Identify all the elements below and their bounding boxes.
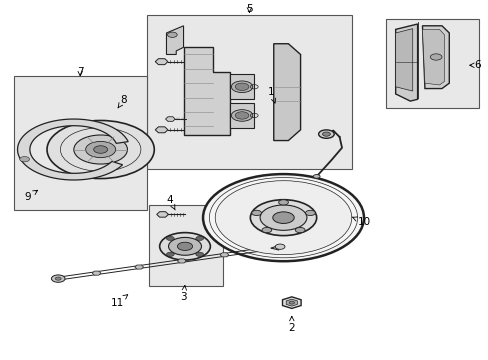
- Ellipse shape: [275, 244, 285, 249]
- Polygon shape: [395, 24, 417, 101]
- Ellipse shape: [177, 242, 192, 251]
- Ellipse shape: [313, 175, 320, 178]
- Polygon shape: [422, 26, 448, 89]
- Text: 5: 5: [245, 4, 252, 14]
- Polygon shape: [395, 29, 412, 91]
- Ellipse shape: [159, 233, 210, 260]
- Ellipse shape: [251, 210, 261, 216]
- Text: 11: 11: [111, 294, 127, 308]
- Polygon shape: [18, 119, 128, 180]
- Polygon shape: [165, 117, 175, 121]
- Ellipse shape: [167, 32, 177, 37]
- Ellipse shape: [260, 205, 306, 230]
- Ellipse shape: [215, 181, 351, 255]
- Ellipse shape: [429, 54, 441, 60]
- Polygon shape: [220, 253, 228, 257]
- Polygon shape: [135, 265, 143, 269]
- Polygon shape: [92, 271, 101, 275]
- Ellipse shape: [55, 277, 61, 280]
- Text: 8: 8: [118, 95, 126, 108]
- Polygon shape: [273, 44, 300, 140]
- Text: 6: 6: [469, 60, 480, 70]
- Ellipse shape: [166, 252, 174, 256]
- Polygon shape: [177, 259, 186, 263]
- Ellipse shape: [74, 135, 127, 164]
- Ellipse shape: [262, 228, 271, 233]
- Text: 7: 7: [77, 67, 83, 77]
- Bar: [147, 15, 351, 169]
- Ellipse shape: [51, 275, 65, 282]
- Ellipse shape: [250, 200, 316, 235]
- Polygon shape: [155, 127, 167, 133]
- Ellipse shape: [203, 174, 363, 261]
- Bar: [385, 19, 478, 108]
- Ellipse shape: [94, 146, 107, 153]
- Ellipse shape: [272, 212, 294, 224]
- Text: 4: 4: [166, 195, 175, 210]
- Ellipse shape: [195, 236, 203, 240]
- Ellipse shape: [166, 236, 174, 240]
- Polygon shape: [285, 299, 297, 306]
- Ellipse shape: [278, 200, 288, 205]
- Polygon shape: [229, 103, 254, 128]
- Ellipse shape: [168, 237, 201, 255]
- Polygon shape: [229, 74, 254, 99]
- Ellipse shape: [20, 157, 29, 162]
- Ellipse shape: [295, 228, 305, 233]
- Ellipse shape: [288, 301, 294, 304]
- Text: 9: 9: [24, 190, 38, 202]
- Ellipse shape: [235, 83, 248, 90]
- Ellipse shape: [47, 121, 154, 179]
- Polygon shape: [157, 212, 168, 217]
- Polygon shape: [282, 297, 301, 309]
- Ellipse shape: [235, 112, 248, 119]
- Polygon shape: [183, 47, 229, 135]
- Ellipse shape: [231, 81, 252, 93]
- Text: 10: 10: [351, 217, 370, 227]
- Polygon shape: [422, 30, 444, 85]
- Polygon shape: [155, 59, 167, 65]
- Text: 3: 3: [180, 285, 186, 302]
- Text: 2: 2: [288, 316, 294, 333]
- Ellipse shape: [305, 210, 315, 216]
- Text: 1: 1: [267, 87, 275, 103]
- Bar: [149, 205, 222, 286]
- Ellipse shape: [231, 110, 252, 121]
- Ellipse shape: [322, 132, 330, 136]
- Ellipse shape: [195, 252, 203, 256]
- Bar: [14, 76, 147, 211]
- Ellipse shape: [318, 130, 333, 138]
- Ellipse shape: [85, 141, 116, 158]
- Polygon shape: [166, 26, 183, 54]
